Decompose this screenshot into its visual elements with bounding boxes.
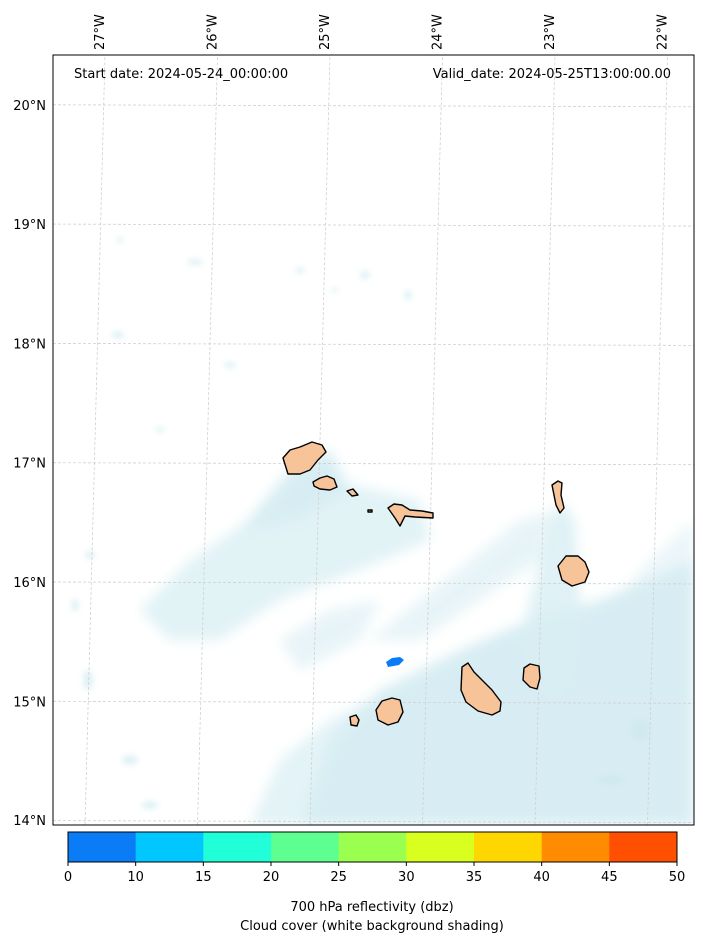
colorbar-tick-label: 25 <box>330 870 347 885</box>
colorbar-segment <box>135 832 204 862</box>
longitude-labels: 27°W 26°W 25°W 24°W 23°W 22°W <box>93 14 671 50</box>
island-sao-nicolau <box>387 503 434 527</box>
parallel-line <box>53 104 694 108</box>
latitude-labels: 20°N 19°N 18°N 17°N 16°N 15°N 14°N <box>13 99 46 829</box>
map-frame <box>52 54 695 826</box>
colorbar-segment <box>406 832 475 862</box>
colorbar-tick-label: 20 <box>263 870 280 885</box>
latitude-tick-label: 19°N <box>13 218 46 233</box>
meridian-line <box>647 55 668 825</box>
colorbar-tick-label: 45 <box>601 870 618 885</box>
cloud-cover-shading <box>71 237 694 825</box>
islands <box>282 441 590 727</box>
start-date-label: Start date: 2024-05-24_00:00:00 <box>74 67 288 82</box>
colorbar-segment <box>338 832 407 862</box>
colorbar-outline <box>67 831 678 863</box>
longitude-tick-label: 23°W <box>543 14 558 50</box>
parallel-line <box>53 223 694 227</box>
colorbar <box>67 831 678 863</box>
parallel-line <box>53 462 694 466</box>
colorbar-label-line1: 700 hPa reflectivity (dbz) <box>290 900 453 915</box>
colorbar-segment <box>68 832 137 862</box>
latitude-tick-label: 14°N <box>13 814 46 829</box>
longitude-tick-label: 22°W <box>656 14 671 50</box>
latitude-tick-label: 18°N <box>13 337 46 352</box>
meridian-line <box>309 55 331 825</box>
parallel-line <box>53 700 694 704</box>
longitude-tick-label: 25°W <box>318 14 333 50</box>
latitude-tick-label: 16°N <box>13 576 46 591</box>
reflectivity-cell <box>386 657 404 667</box>
latitude-tick-label: 17°N <box>13 457 46 472</box>
meridian-line <box>422 55 443 825</box>
colorbar-segment <box>474 832 543 862</box>
colorbar-segment <box>203 832 272 862</box>
island-raso <box>367 509 373 513</box>
island-santa-luzia <box>346 488 359 497</box>
meridian-line <box>197 55 218 825</box>
parallel-line <box>53 581 694 585</box>
island-santiago <box>460 662 502 716</box>
island-sao-vicente <box>312 475 338 491</box>
island-brava <box>349 714 360 727</box>
parallel-line <box>53 342 694 346</box>
colorbar-tick-label: 30 <box>398 870 415 885</box>
island-santo-antao <box>282 441 327 475</box>
parallel-line <box>53 820 694 823</box>
meridian-line <box>534 55 556 825</box>
colorbar-segment <box>271 832 340 862</box>
colorbar-segment <box>609 832 678 862</box>
colorbar-tick-label: 40 <box>533 870 550 885</box>
longitude-tick-label: 27°W <box>93 14 108 50</box>
latitude-tick-label: 15°N <box>13 695 46 710</box>
colorbar-label-line2: Cloud cover (white background shading) <box>240 919 504 934</box>
longitude-tick-label: 24°W <box>431 14 446 50</box>
colorbar-segment <box>541 832 610 862</box>
valid-date-label: Valid_date: 2024-05-25T13:00:00.00 <box>433 67 671 82</box>
island-maio <box>522 663 541 690</box>
colorbar-tick-label: 0 <box>64 870 72 885</box>
meridian-line <box>84 55 106 825</box>
colorbar-tick-label: 50 <box>669 870 686 885</box>
island-fogo <box>375 697 404 726</box>
latitude-tick-label: 20°N <box>13 99 46 114</box>
longitude-tick-label: 26°W <box>206 14 221 50</box>
colorbar-tick-label: 15 <box>195 870 212 885</box>
colorbar-tick-label: 35 <box>466 870 483 885</box>
island-sal <box>551 480 565 514</box>
gridlines <box>53 55 694 825</box>
island-boa-vista <box>557 555 590 587</box>
colorbar-tick-label: 10 <box>127 870 144 885</box>
colorbar-ticks: 0 10 15 20 25 30 35 40 45 50 <box>64 862 685 885</box>
